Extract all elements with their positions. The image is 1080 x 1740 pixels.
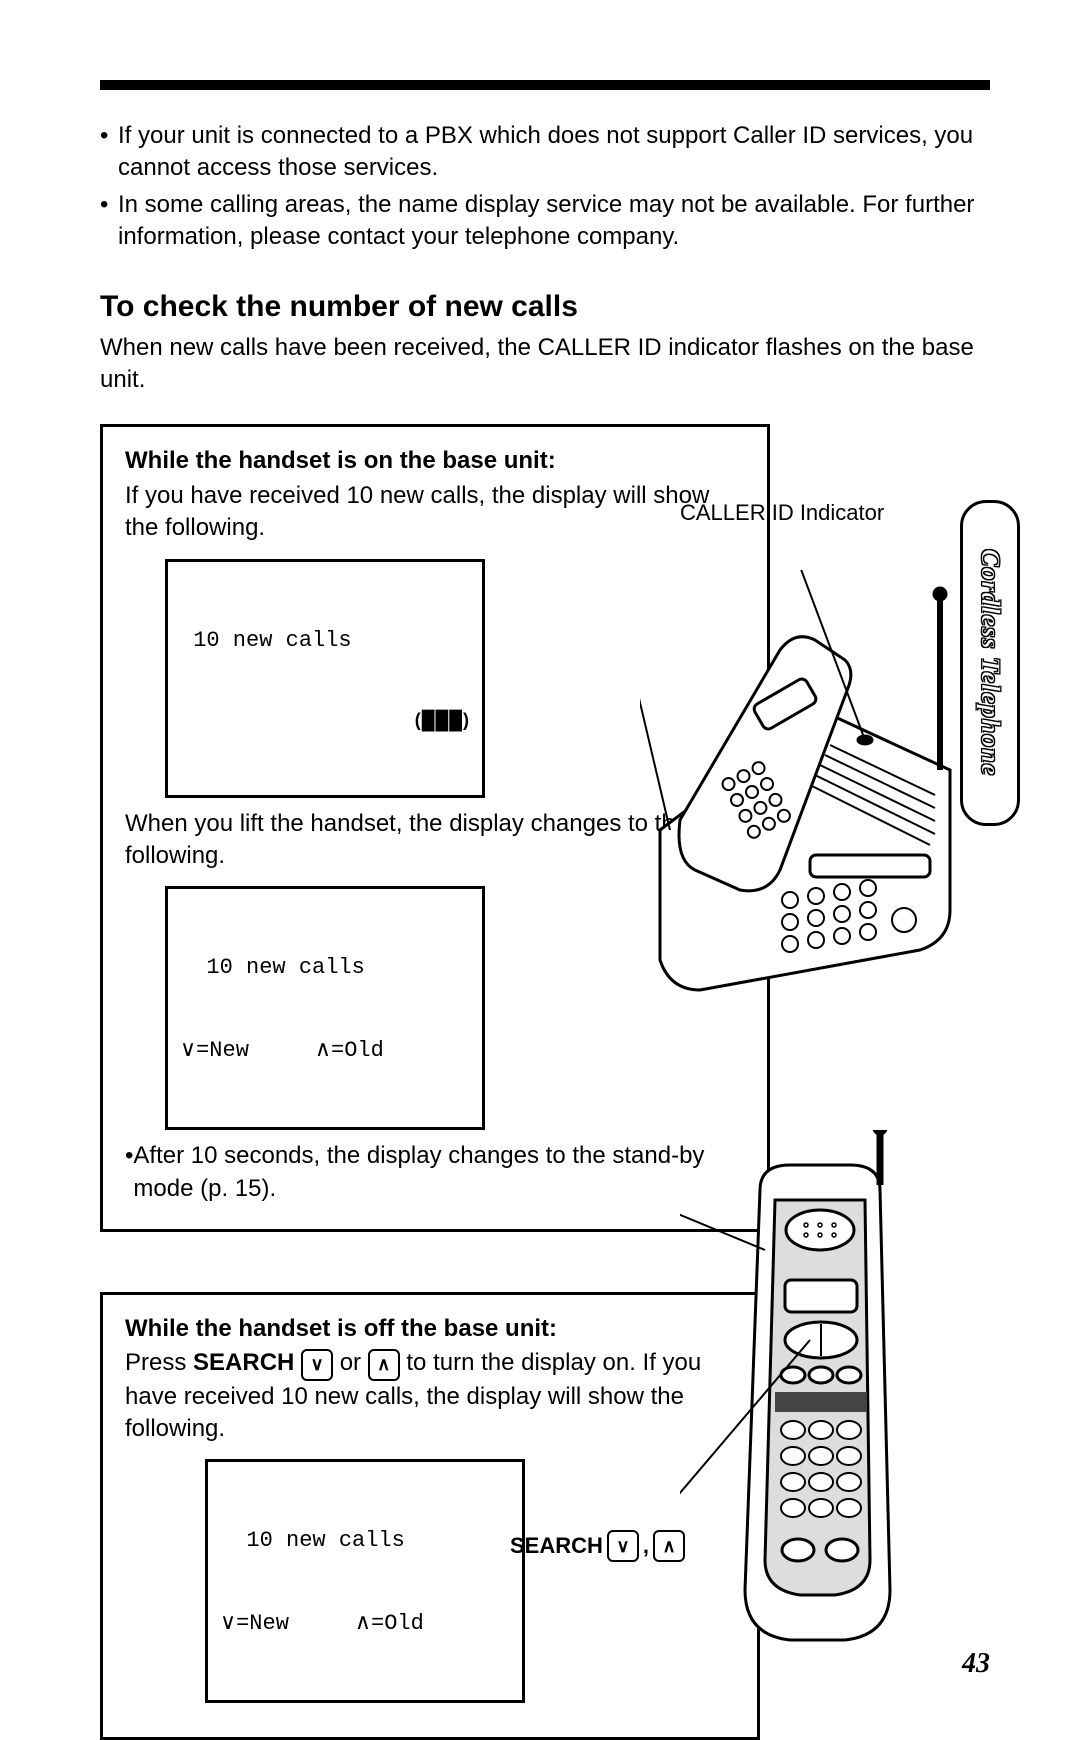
box2-press-b: or <box>333 1349 368 1376</box>
up-key-icon: ∧ <box>368 1349 400 1381</box>
box1-heading: While the handset is on the base unit: <box>125 445 745 477</box>
lcd3-line1: 10 new calls <box>220 1527 510 1555</box>
lcd-display-3: 10 new calls ∨=New ∧=Old <box>205 1459 525 1703</box>
box1-after-note: • After 10 seconds, the display changes … <box>125 1140 745 1205</box>
lcd3-line2: ∨=New ∧=Old <box>220 1610 510 1638</box>
box1-after-text: After 10 seconds, the display changes to… <box>133 1140 745 1205</box>
bullet-icon: • <box>100 120 118 185</box>
page-number: 43 <box>962 1648 990 1680</box>
lcd1-line1: 10 new calls <box>180 627 470 655</box>
lcd1-battery-icon: (███) <box>180 709 470 732</box>
caller-id-indicator-label: CALLER ID Indicator <box>680 500 884 526</box>
down-key-icon: ∨ <box>301 1349 333 1381</box>
bullet-icon: • <box>125 1140 133 1205</box>
box2-heading: While the handset is off the base unit: <box>125 1313 735 1345</box>
top-divider <box>100 80 990 90</box>
manual-page: • If your unit is connected to a PBX whi… <box>0 0 1080 1730</box>
handset-illustration <box>680 1130 960 1670</box>
down-key-icon: ∨ <box>607 1530 639 1562</box>
box2-press-a: Press <box>125 1349 193 1376</box>
search-word: SEARCH <box>193 1349 294 1376</box>
box1-text-1: If you have received 10 new calls, the d… <box>125 480 745 545</box>
lcd-display-1: 10 new calls (███) <box>165 559 485 798</box>
lcd2-line1: 10 new calls <box>180 954 470 982</box>
intro-bullets: • If your unit is connected to a PBX whi… <box>100 120 990 254</box>
box2-text: Press SEARCH ∨ or ∧ to turn the display … <box>125 1347 735 1445</box>
instruction-box-off-base: While the handset is off the base unit: … <box>100 1292 760 1740</box>
intro-bullet-1: If your unit is connected to a PBX which… <box>118 120 990 185</box>
search-label-text: SEARCH <box>510 1533 603 1559</box>
phone-on-base-illustration <box>640 570 980 1000</box>
bullet-icon: • <box>100 189 118 254</box>
section-paragraph: When new calls have been received, the C… <box>100 332 990 397</box>
lcd2-line2: ∨=New ∧=Old <box>180 1037 470 1065</box>
comma: , <box>643 1533 649 1559</box>
up-key-icon: ∧ <box>653 1530 685 1562</box>
lcd-display-2: 10 new calls ∨=New ∧=Old <box>165 886 485 1130</box>
intro-bullet-2: In some calling areas, the name display … <box>118 189 990 254</box>
section-heading: To check the number of new calls <box>100 290 990 324</box>
search-button-label: SEARCH ∨,∧ <box>510 1530 685 1562</box>
